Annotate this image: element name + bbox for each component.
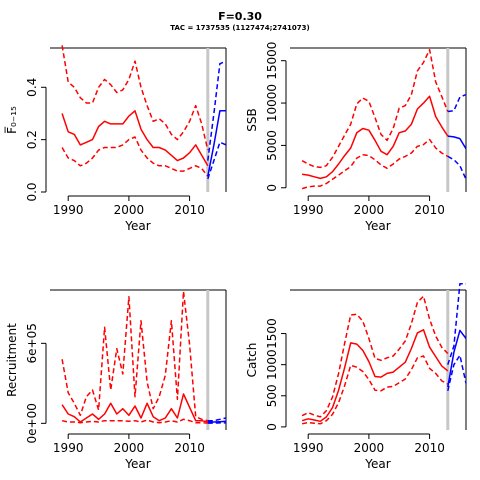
x-tick-label: 2000 <box>114 203 145 217</box>
series-proj-lower-line <box>447 354 467 391</box>
y-tick-label: 15000 <box>265 42 279 80</box>
y-tick-label: 0 <box>265 423 279 431</box>
x-tick-label: 1990 <box>293 441 324 455</box>
series-proj-median-line <box>207 110 226 177</box>
y-axis-title: Recruitment <box>5 323 19 397</box>
x-tick-label: 2000 <box>354 203 385 217</box>
x-axis-title: Year <box>364 457 390 471</box>
x-tick-label: 2000 <box>354 441 385 455</box>
y-tick-label: 0.0 <box>25 182 39 201</box>
figure-title: F=0.30 <box>218 10 262 23</box>
y-tick-label: 0.4 <box>25 78 39 97</box>
series-upper-line <box>301 295 449 418</box>
series-upper-line <box>301 48 449 169</box>
series-proj-median-line <box>447 135 467 150</box>
y-tick-label: 500 <box>265 384 279 407</box>
x-axis-title: Year <box>124 219 150 233</box>
recruitment-panel: 1990 2000 2010 0e+00 6e+05 Year Recruitment <box>5 289 227 471</box>
x-tick-label: 1990 <box>53 441 84 455</box>
series-upper-line <box>61 290 208 422</box>
series-lower-line <box>61 136 209 177</box>
x-tick-label: 2010 <box>414 441 445 455</box>
y-tick-label: 1000 <box>265 349 279 380</box>
fbar-panel: 1990 2000 2010 0.0 0.2 0.4 Year F̅₀₋₁₅ <box>4 45 227 233</box>
series-lower-line <box>301 355 449 425</box>
series-upper-line <box>61 45 209 151</box>
series-median-line <box>61 110 209 167</box>
series-proj-upper-line <box>447 283 466 365</box>
series-proj-lower-line <box>447 155 467 180</box>
x-tick-label: 1990 <box>293 203 324 217</box>
x-tick-label: 1990 <box>53 203 84 217</box>
series-median-line <box>301 95 449 180</box>
x-tick-label: 2010 <box>174 441 205 455</box>
x-axis-title: Year <box>124 457 150 471</box>
x-axis-title: Year <box>364 219 390 233</box>
series-proj-median-line <box>207 420 227 423</box>
series-proj-upper-line <box>207 417 227 422</box>
figure-subtitle: TAC = 1737535 (1127474;2741073) <box>170 24 309 32</box>
x-tick-label: 2010 <box>414 203 445 217</box>
y-axis-title: Catch <box>245 343 259 378</box>
series-lower-line <box>301 138 449 190</box>
x-tick-label: 2010 <box>174 203 205 217</box>
y-tick-label: 0 <box>265 184 279 192</box>
series-proj-upper-line <box>447 93 467 113</box>
y-tick-label: 6e+05 <box>25 323 39 363</box>
y-tick-label: 0e+00 <box>25 403 39 443</box>
y-tick-label: 0.2 <box>25 130 39 149</box>
y-tick-label: 10000 <box>265 84 279 122</box>
y-axis-title: SSB <box>245 108 259 131</box>
series-proj-lower-line <box>207 141 227 180</box>
series-proj-median-line <box>447 329 467 388</box>
series-median-line <box>61 393 208 423</box>
x-tick-label: 2000 <box>114 441 145 455</box>
series-proj-upper-line <box>207 60 227 161</box>
ssb-panel: 1990 2000 2010 0 5000 10000 15000 Year SSB <box>245 42 467 233</box>
series-lower-line <box>61 418 208 424</box>
y-tick-label: 5000 <box>265 130 279 161</box>
series-median-line <box>301 329 449 423</box>
y-tick-label: 1500 <box>265 318 279 349</box>
y-axis-title: F̅₀₋₁₅ <box>4 106 19 134</box>
